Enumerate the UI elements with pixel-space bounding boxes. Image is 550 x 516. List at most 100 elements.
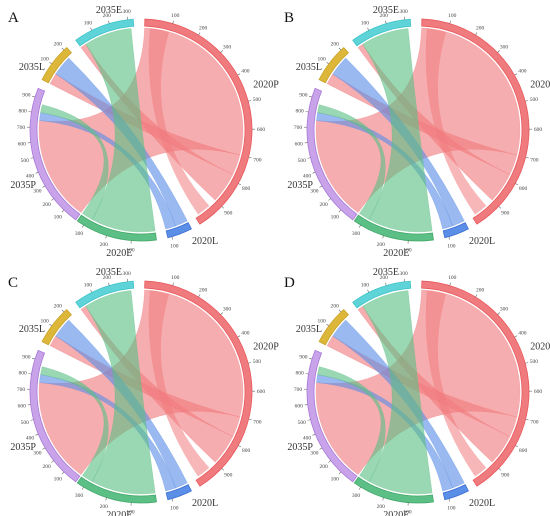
tick-label: 600 (257, 127, 266, 133)
segment-2020l: 100 2020L (165, 484, 218, 511)
tick-mark (237, 335, 241, 338)
tick-label: 300 (352, 231, 361, 237)
tick-label: 200 (380, 275, 389, 281)
tick-label: 900 (501, 472, 510, 478)
ribbon-2020e-2035e (85, 28, 156, 233)
segment-label-2020p: 2020P (253, 80, 279, 91)
tick-mark (198, 32, 201, 36)
tick-mark (367, 27, 370, 31)
segment-label-2035l: 2035L (19, 324, 45, 335)
segment-label-2035e: 2035E (96, 267, 122, 278)
tick-label: 200 (476, 25, 485, 31)
tick-label: 600 (257, 389, 266, 395)
segment-arc (353, 476, 434, 504)
tick-mark (42, 185, 46, 188)
tick-mark (30, 157, 34, 159)
tick-mark (81, 486, 84, 490)
ribbon-2020e-2035p (317, 366, 386, 483)
tick-mark (61, 47, 65, 51)
segment-label-2035e: 2035E (96, 5, 122, 16)
tick-mark (198, 294, 201, 298)
tick-label: 300 (75, 231, 84, 237)
tick-label: 200 (377, 504, 386, 510)
tick-mark (105, 235, 107, 239)
segment-arc (75, 280, 135, 309)
tick-mark (338, 471, 342, 475)
tick-mark (497, 50, 500, 53)
tick-mark (358, 224, 361, 228)
segment-label-2020p: 2020P (253, 342, 279, 353)
segment-arc (306, 349, 358, 483)
tick-mark (61, 471, 65, 475)
tick-label: 100 (448, 275, 457, 281)
tick-mark (328, 460, 331, 463)
tick-mark (307, 157, 311, 159)
tick-label: 900 (299, 92, 308, 98)
tick-label: 100 (448, 13, 457, 19)
ribbon-2020p-inner (148, 28, 210, 215)
ribbon-2020e-2035e (85, 290, 156, 495)
tick-label: 100 (126, 248, 135, 254)
tick-label: 400 (26, 174, 35, 180)
tick-mark (248, 418, 252, 421)
tick-mark (449, 282, 451, 286)
segment-label-2035p: 2035P (10, 442, 36, 453)
tick-mark (515, 183, 519, 186)
tick-label: 500 (530, 97, 539, 103)
tick-mark (525, 100, 529, 102)
tick-label: 500 (21, 158, 30, 164)
tick-label: 400 (241, 69, 250, 75)
tick-label: 100 (84, 20, 93, 26)
tick-mark (238, 445, 242, 448)
tick-mark (220, 312, 223, 315)
segment-2020p: 100 200 300 400 500 600 700 800 900 2020P (421, 13, 550, 225)
tick-label: 300 (500, 306, 509, 312)
tick-mark (525, 362, 529, 364)
ribbon-2020p-inner (148, 290, 210, 477)
tick-label: 100 (447, 243, 456, 249)
tick-mark (514, 335, 518, 338)
ribbon-2020e-2035e (362, 290, 433, 495)
tick-mark (172, 20, 174, 24)
segment-label-2035e: 2035E (373, 5, 399, 16)
segment-2020l: 100 2020L (442, 222, 495, 249)
segment-arc (144, 18, 253, 225)
tick-label: 200 (320, 202, 329, 208)
segment-2020l: 100 2020L (442, 484, 495, 511)
tick-mark (49, 323, 53, 327)
panel-letter: B (284, 10, 294, 26)
tick-mark (309, 357, 313, 360)
tick-mark (32, 357, 36, 360)
tick-label: 200 (331, 304, 340, 310)
segment-label-2020e: 2020E (106, 510, 132, 516)
segment-arc (421, 280, 530, 487)
tick-label: 300 (75, 493, 84, 499)
tick-label: 200 (54, 304, 63, 310)
segment-2035l: 100 200 2035L (296, 304, 349, 346)
tick-mark (475, 32, 478, 36)
segment-label-2035p: 2035P (287, 442, 313, 453)
tick-label: 200 (43, 202, 52, 208)
tick-label: 700 (17, 387, 26, 393)
tick-mark (475, 294, 478, 298)
ribbon-2020e-2035p (317, 104, 386, 221)
tick-mark (385, 282, 387, 286)
tick-mark (90, 289, 93, 293)
tick-mark (81, 224, 84, 228)
tick-label: 200 (377, 242, 386, 248)
tick-label: 400 (26, 436, 35, 442)
segment-arc (442, 484, 469, 501)
tick-mark (32, 95, 36, 98)
tick-label: 300 (33, 450, 42, 456)
tick-label: 300 (33, 188, 42, 194)
tick-mark (319, 185, 323, 188)
tick-label: 300 (310, 188, 319, 194)
tick-label: 100 (361, 282, 370, 288)
ribbon-2020e-2035e (362, 28, 433, 233)
